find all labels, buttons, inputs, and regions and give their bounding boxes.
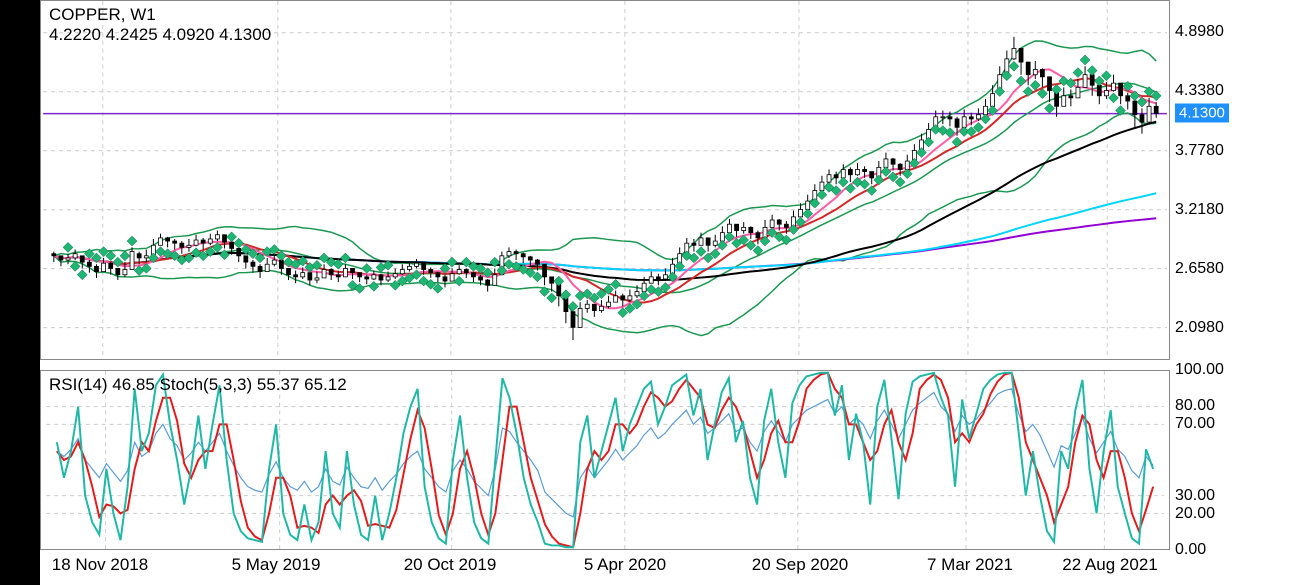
symbol-title: COPPER, W1: [49, 5, 156, 25]
indicator-label: RSI(14) 46.85 Stoch(5,3,3) 55.37 65.12: [49, 375, 347, 395]
indicator-y-tick: 100.00: [1175, 361, 1224, 379]
price-y-tick: 4.8980: [1175, 23, 1224, 41]
ohlc-readout: 4.2220 4.2425 4.0920 4.1300: [49, 25, 271, 45]
price-y-tick: 4.3380: [1175, 82, 1224, 100]
price-y-tick: 2.6580: [1175, 260, 1224, 278]
price-y-tick: 3.7780: [1175, 142, 1224, 160]
price-y-tick: 2.0980: [1175, 319, 1224, 337]
x-axis: 18 Nov 2018 5 May 2019 20 Oct 2019 5 Apr 20…: [40, 555, 1170, 585]
price-y-tick: 3.2180: [1175, 201, 1224, 219]
indicator-y-tick: 80.00: [1175, 397, 1215, 415]
x-axis-tick: 5 Apr 2020: [584, 555, 666, 575]
price-y-axis: 2.0980 2.6580 3.2180 3.7780 4.3380 4.8980 4.13…: [1175, 0, 1295, 360]
indicator-panel[interactable]: RSI(14) 46.85 Stoch(5,3,3) 55.37 65.12: [40, 370, 1170, 550]
current-price-tag: 4.1300: [1175, 104, 1229, 123]
x-axis-tick: 22 Aug 2021: [1062, 555, 1157, 575]
indicator-y-tick: 0.00: [1175, 541, 1206, 559]
x-axis-tick: 7 Mar 2021: [927, 555, 1013, 575]
side-black-bar: [0, 0, 40, 585]
indicator-y-tick: 30.00: [1175, 487, 1215, 505]
price-panel[interactable]: COPPER, W1 4.2220 4.2425 4.0920 4.1300: [40, 0, 1170, 360]
indicator-y-axis: 0.0020.0030.0070.0080.00100.00: [1175, 370, 1295, 550]
indicator-y-tick: 70.00: [1175, 415, 1215, 433]
x-axis-tick: 18 Nov 2018: [52, 555, 148, 575]
indicator-y-tick: 20.00: [1175, 505, 1215, 523]
x-axis-tick: 20 Sep 2020: [752, 555, 848, 575]
price-chart-svg: [41, 1, 1169, 359]
indicator-chart-svg: [41, 371, 1169, 549]
x-axis-tick: 20 Oct 2019: [404, 555, 497, 575]
chart-container: COPPER, W1 4.2220 4.2425 4.0920 4.1300 2…: [40, 0, 1299, 585]
x-axis-tick: 5 May 2019: [232, 555, 321, 575]
